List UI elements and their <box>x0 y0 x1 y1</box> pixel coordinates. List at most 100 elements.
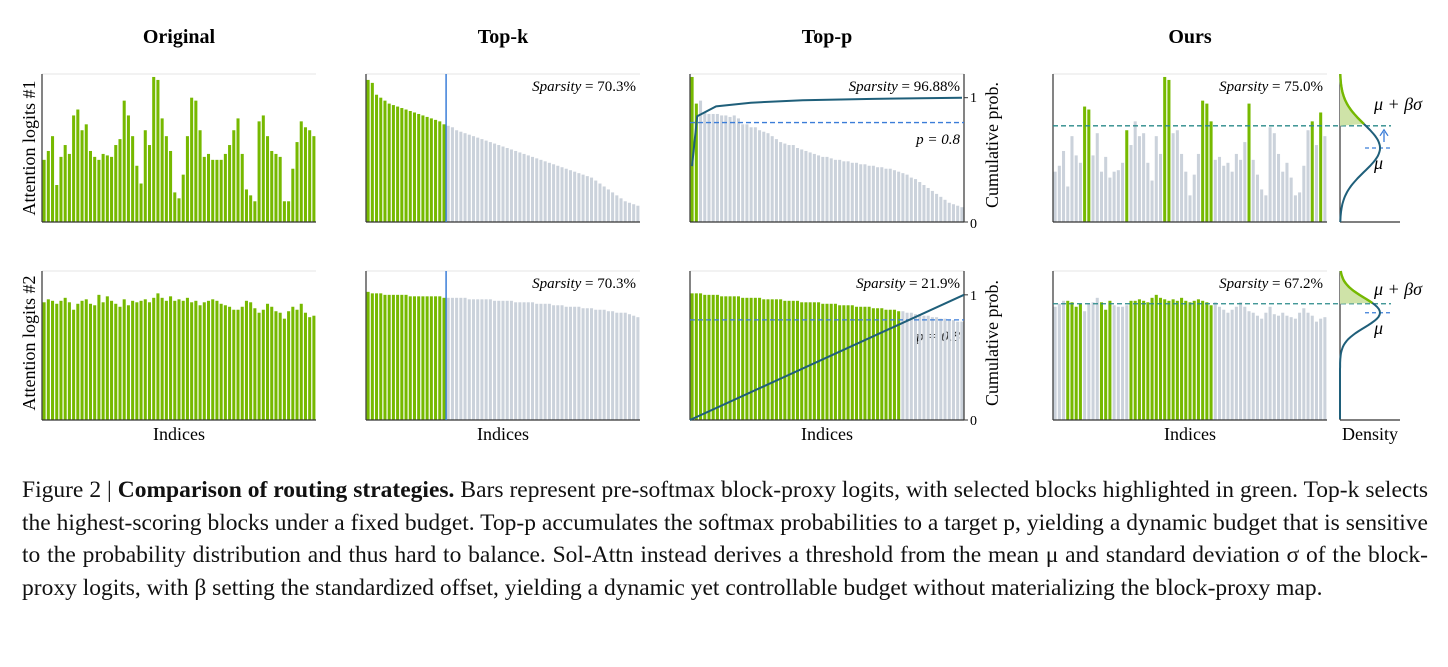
bar <box>939 196 943 222</box>
cum-tick-1-bottom: 0 <box>970 217 977 232</box>
bar <box>51 300 55 420</box>
bar <box>918 314 922 420</box>
sparsity-topp-2: Sparsity = 21.9% <box>856 276 960 292</box>
bar <box>795 300 800 420</box>
bar <box>720 296 724 420</box>
bar <box>770 299 774 420</box>
bar <box>745 124 749 222</box>
bar <box>568 306 572 420</box>
bar <box>471 136 476 222</box>
bar <box>455 130 459 222</box>
bar <box>211 159 215 222</box>
cumulative-curve <box>691 96 963 167</box>
bar <box>303 312 307 420</box>
bar <box>1213 302 1217 420</box>
bar <box>1184 300 1188 420</box>
bar <box>901 311 905 420</box>
bar <box>1137 299 1141 420</box>
bar <box>926 315 930 420</box>
bar <box>484 140 488 222</box>
bar <box>1260 318 1264 420</box>
bar <box>396 294 400 420</box>
bar <box>429 296 433 420</box>
bar <box>690 293 694 420</box>
bar <box>160 118 164 222</box>
bar <box>1293 318 1297 420</box>
bar <box>1171 133 1175 222</box>
plot-area <box>41 73 1400 421</box>
bar <box>1222 165 1226 222</box>
bar <box>1142 133 1146 222</box>
bar <box>278 156 282 222</box>
bar <box>812 153 816 222</box>
bar <box>1319 318 1323 420</box>
bar <box>602 186 606 222</box>
bar <box>412 296 416 420</box>
bar <box>1251 312 1255 420</box>
xlabel-ours: Indices <box>1164 424 1216 444</box>
bar <box>774 139 778 222</box>
bar <box>1125 305 1129 420</box>
bar <box>1180 153 1184 222</box>
row-label-1: Attention logits #1 <box>19 81 39 216</box>
bar <box>791 145 795 222</box>
bar <box>619 312 623 420</box>
bar <box>88 150 92 222</box>
bar <box>846 305 850 420</box>
bar <box>1264 312 1268 420</box>
bar <box>960 207 964 222</box>
bar <box>1180 297 1184 420</box>
bar <box>838 305 842 420</box>
bar <box>446 125 450 222</box>
bar <box>556 165 560 222</box>
bar <box>105 155 109 222</box>
bar <box>274 311 278 420</box>
xlabel-topk: Indices <box>477 424 529 444</box>
bar <box>497 145 501 222</box>
bar <box>914 314 918 420</box>
bar <box>1184 171 1188 222</box>
bar <box>598 183 602 222</box>
bar <box>80 300 84 420</box>
bar <box>1062 150 1066 222</box>
bar <box>190 97 194 222</box>
bar <box>164 136 168 222</box>
bar <box>615 195 619 222</box>
bar <box>1323 136 1327 222</box>
bar <box>736 296 740 420</box>
bar <box>105 296 109 420</box>
bar <box>821 156 825 222</box>
bar <box>1314 321 1318 420</box>
bar <box>493 143 497 222</box>
bar <box>417 296 421 420</box>
bar <box>808 302 812 420</box>
bar <box>400 294 404 420</box>
bar <box>758 297 762 420</box>
bar <box>1158 297 1163 420</box>
bar <box>1133 121 1137 222</box>
bar <box>699 100 703 222</box>
bar <box>518 302 522 420</box>
bar <box>573 306 577 420</box>
bar <box>611 311 615 420</box>
bar <box>770 136 774 222</box>
title-topk: Top-k <box>478 26 529 48</box>
bar <box>299 303 303 420</box>
bar <box>1209 305 1213 420</box>
bar <box>1255 315 1259 420</box>
bar <box>1243 142 1247 222</box>
bar <box>1129 145 1133 222</box>
bar <box>779 299 783 420</box>
bar <box>1066 300 1070 420</box>
bar <box>935 317 939 420</box>
bar <box>1137 136 1141 222</box>
bar <box>833 159 837 222</box>
bar <box>1222 309 1226 420</box>
bar <box>122 100 126 222</box>
bar <box>724 115 728 222</box>
bar <box>177 299 181 420</box>
bar <box>505 148 509 222</box>
bar <box>417 113 421 222</box>
bar <box>884 168 888 222</box>
bar <box>375 293 379 420</box>
